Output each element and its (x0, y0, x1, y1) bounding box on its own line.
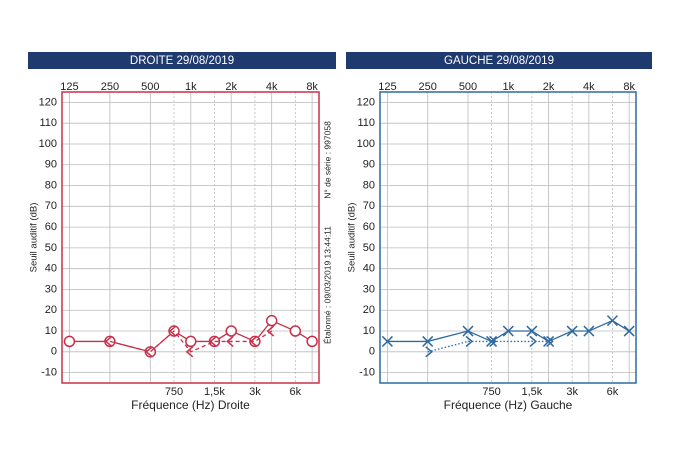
point-marker (249, 335, 258, 348)
x-minor-tick-label: 1,5k (204, 386, 225, 398)
point-marker (185, 335, 197, 348)
point-marker (422, 335, 434, 347)
point-marker (265, 314, 278, 327)
side-note: Étalonné : 09/03/2019 13:44:11 (322, 226, 332, 344)
x-tick-label: 2k (225, 81, 237, 93)
point-marker (306, 335, 318, 348)
x-minor-tick-label: 1,5k (521, 386, 542, 398)
point-marker (529, 335, 538, 348)
point-marker (226, 335, 234, 348)
point-marker (546, 335, 554, 348)
y-tick-label: 90 (363, 159, 375, 171)
x-minor-tick-label: 3k (249, 386, 261, 398)
point-marker (266, 325, 275, 337)
x-tick-label: 8k (623, 81, 635, 93)
point-marker (225, 325, 237, 337)
x-minor-tick-label: 750 (165, 386, 183, 398)
y-tick-label: 60 (363, 221, 375, 233)
y-tick-label: 80 (45, 179, 57, 191)
point-marker (381, 335, 393, 347)
plot-frame (379, 91, 637, 384)
x-tick-label: 1k (185, 81, 197, 93)
y-axis-label: Seuil auditif (dB) (347, 203, 358, 273)
y-tick-label: 0 (369, 346, 375, 358)
point-marker (489, 335, 497, 348)
point-marker (289, 325, 302, 337)
x-tick-label: 250 (101, 81, 119, 93)
chart-title: DROITE 29/08/2019 (130, 55, 234, 67)
point-marker (486, 335, 498, 347)
point-marker (208, 335, 221, 348)
x-minor-tick-label: 750 (482, 386, 500, 398)
side-note: N° de série : 997058 (322, 121, 332, 199)
y-tick-label: 40 (45, 263, 57, 275)
plot-frame (61, 91, 320, 384)
x-tick-label: 125 (60, 81, 78, 93)
y-tick-label: 90 (45, 159, 57, 171)
y-tick-label: 30 (363, 283, 375, 295)
point-marker (526, 325, 538, 337)
point-marker (63, 335, 76, 348)
y-tick-label: 110 (39, 117, 57, 129)
point-marker (425, 346, 433, 358)
point-marker (209, 335, 217, 348)
point-marker (566, 325, 578, 337)
x-minor-tick-label: 3k (566, 386, 578, 398)
x-tick-label: 125 (378, 81, 396, 93)
y-tick-label: 10 (363, 325, 375, 337)
point-marker (606, 315, 618, 327)
x-tick-label: 1k (502, 81, 514, 93)
x-axis-label: Fréquence (Hz) Droite (131, 398, 250, 412)
y-tick-label: -10 (41, 367, 57, 379)
y-tick-label: 30 (45, 283, 57, 295)
x-tick-label: 500 (141, 81, 159, 93)
point-marker (249, 335, 261, 348)
y-tick-label: -10 (359, 367, 375, 379)
y-tick-label: 20 (363, 304, 375, 316)
y-tick-label: 70 (363, 200, 375, 212)
point-marker (462, 325, 474, 337)
point-marker (583, 325, 595, 337)
x-minor-tick-label: 6k (290, 386, 302, 398)
point-marker (145, 346, 153, 358)
y-tick-label: 120 (39, 96, 57, 108)
y-tick-label: 0 (51, 346, 57, 358)
x-tick-label: 2k (543, 81, 555, 93)
y-tick-label: 100 (357, 138, 375, 150)
point-marker (104, 335, 113, 348)
point-marker (168, 325, 177, 337)
y-tick-label: 80 (363, 179, 375, 191)
y-tick-label: 60 (45, 221, 57, 233)
y-tick-label: 40 (363, 263, 375, 275)
x-minor-tick-label: 6k (607, 386, 619, 398)
y-tick-label: 20 (45, 304, 57, 316)
x-tick-label: 8k (306, 81, 318, 93)
header-bar (346, 52, 652, 69)
point-marker (543, 335, 555, 347)
y-axis-label: Seuil auditif (dB) (29, 203, 40, 273)
chart-title: GAUCHE 29/08/2019 (444, 55, 554, 67)
point-marker (502, 325, 514, 337)
y-tick-label: 110 (357, 117, 375, 129)
y-tick-label: 10 (45, 325, 57, 337)
y-tick-label: 100 (39, 138, 57, 150)
y-tick-label: 70 (45, 200, 57, 212)
x-tick-label: 500 (459, 81, 477, 93)
point-marker (465, 335, 474, 348)
x-tick-label: 250 (419, 81, 437, 93)
point-marker (623, 325, 635, 337)
y-tick-label: 120 (357, 96, 375, 108)
x-axis-label: Fréquence (Hz) Gauche (444, 398, 573, 412)
point-marker (185, 346, 194, 358)
y-tick-label: 50 (45, 242, 57, 254)
y-tick-label: 50 (363, 242, 375, 254)
header-bar (28, 52, 336, 69)
x-tick-label: 4k (266, 81, 278, 93)
x-tick-label: 4k (583, 81, 595, 93)
